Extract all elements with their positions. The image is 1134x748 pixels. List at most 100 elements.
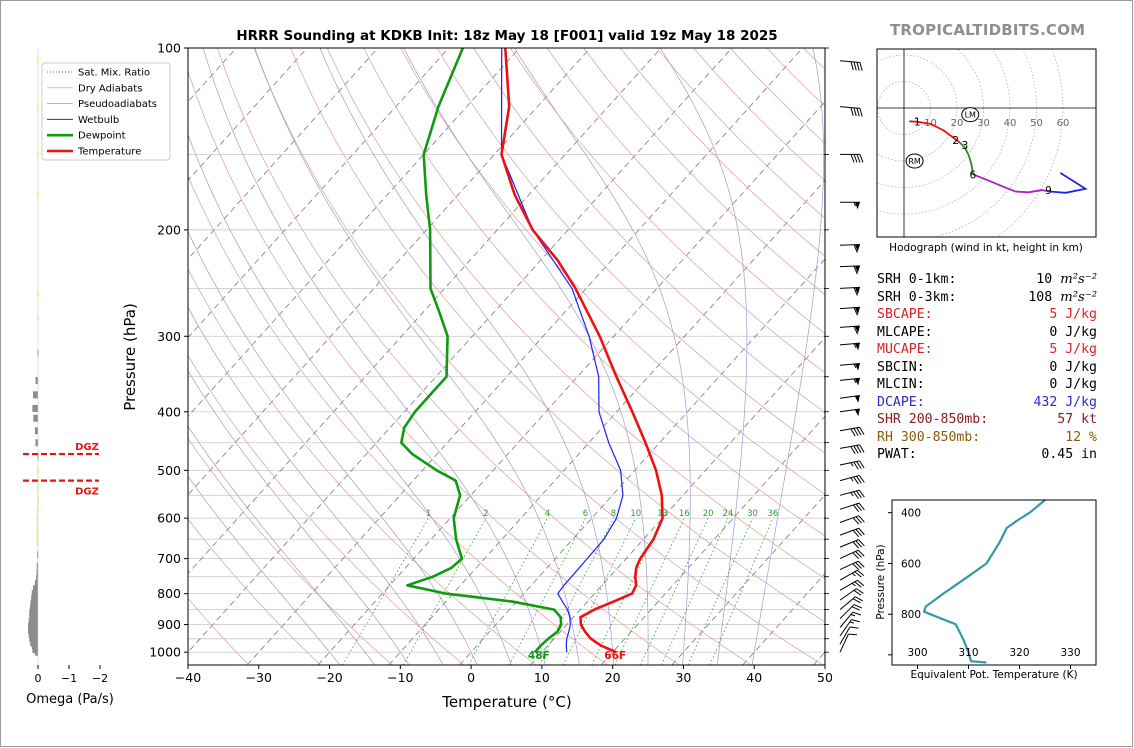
dry-adiabat-line <box>473 48 825 414</box>
barb-half <box>850 492 854 497</box>
param-unit: m²s⁻² <box>1060 289 1097 305</box>
skewt-series: 48F 66F <box>400 48 664 662</box>
legend-label: Wetbulb <box>78 115 119 126</box>
mixing-ratio-label: 16 <box>679 509 690 519</box>
param-value: 10 <box>1036 272 1053 287</box>
barb-flag <box>852 598 861 604</box>
barb-half <box>853 378 857 383</box>
barb-flag <box>856 427 862 436</box>
legend-label: Sat. Mix. Ratio <box>78 68 150 79</box>
wind-barb <box>839 569 865 581</box>
barb-staff <box>839 244 861 246</box>
barb-flag <box>852 517 860 525</box>
mixing-ratio-line <box>342 517 429 665</box>
barb-staff <box>839 515 859 523</box>
barb-flag <box>856 490 862 499</box>
barb-flag <box>856 154 861 163</box>
wind-barb <box>839 604 863 620</box>
dry-adiabat-line <box>188 70 680 665</box>
dry-adiabat-line <box>188 175 608 665</box>
legend-label: Dry Adiabats <box>78 83 142 94</box>
y-tick-label: 300 <box>157 329 181 344</box>
storm-motion-label: RM <box>908 157 921 166</box>
mixing-ratio-line <box>614 518 685 665</box>
series-dewpoint-line <box>400 48 563 654</box>
barb-pennant <box>854 395 860 403</box>
pseudoadiabat-line <box>254 48 580 665</box>
barb-flag <box>852 529 860 538</box>
barb-staff <box>839 579 858 591</box>
wind-barb <box>840 201 860 210</box>
barb-flag <box>858 502 865 511</box>
hodograph-ring-label: 40 <box>1004 118 1017 129</box>
mixing-ratio-line <box>562 518 637 665</box>
dry-adiabat-line <box>188 518 321 665</box>
barb-flag <box>856 445 862 454</box>
isotherm-line <box>530 337 825 665</box>
barb-flag <box>848 633 858 636</box>
dry-adiabat-line <box>400 48 825 495</box>
omega-xlabel: Omega (Pa/s) <box>26 692 114 707</box>
sounding-parameters: SRH 0-1km: 10 m²s⁻² SRH 0-3km: 108 m²s⁻² SBCAP… <box>877 271 1097 464</box>
skewt-ylabel: Pressure (hPa) <box>121 303 139 411</box>
omega-bar <box>31 595 38 603</box>
param-value: 0 J/kg <box>1049 377 1097 392</box>
theta-e-line <box>923 499 1046 664</box>
barb-staff <box>839 489 860 496</box>
param-row: MUCAPE: 5 J/kg <box>877 341 1097 359</box>
omega-panel: 0 −1 −2 DGZ DGZ <box>23 48 108 685</box>
barb-pennant <box>854 265 860 273</box>
omega-bar <box>37 551 39 559</box>
barb-staff <box>839 426 860 432</box>
barb-staff <box>839 342 860 346</box>
param-label: MLCIN: <box>877 377 925 392</box>
barb-flag <box>851 606 861 611</box>
theta-e-x-tick-label: 310 <box>958 647 978 659</box>
barb-flag <box>853 476 859 485</box>
barb-staff <box>839 474 860 482</box>
y-tick-label: 500 <box>157 463 181 478</box>
omega-bar <box>29 635 38 643</box>
hodograph-border <box>876 48 1097 238</box>
param-label: SRH 0-3km: <box>877 289 957 305</box>
wind-barb <box>839 408 860 417</box>
dry-adiabat-line <box>188 268 537 665</box>
omega-bar <box>30 599 38 607</box>
surface-dewpoint-label: 48F <box>528 650 550 662</box>
barb-flag <box>859 460 865 469</box>
param-row: PWAT: 0.45 in <box>877 446 1097 464</box>
barb-pennant <box>854 307 860 315</box>
barb-staff <box>839 549 859 560</box>
barb-flag <box>857 569 865 577</box>
omega-bar <box>36 523 38 531</box>
wind-barb <box>839 106 863 117</box>
y-tick-label: 200 <box>157 222 181 237</box>
barb-flag <box>855 503 862 512</box>
omega-bar <box>33 391 38 399</box>
barb-flag <box>850 107 854 116</box>
omega-bar <box>32 404 38 412</box>
brand-watermark: TROPICALTIDBITS.COM <box>890 21 1086 39</box>
x-tick-label: 0 <box>467 670 475 685</box>
wind-barb <box>839 515 865 525</box>
isotherm-line <box>246 48 803 665</box>
barb-staff <box>839 106 860 109</box>
dgz-label: DGZ <box>75 442 99 453</box>
omega-bar <box>35 439 38 447</box>
omega-tick-label: 0 <box>35 672 42 685</box>
series-temperature-line <box>500 48 664 654</box>
hodograph-ring-label: 60 <box>1057 118 1070 129</box>
skewt-title: HRRR Sounding at KDKB Init: 18z May 18 [… <box>236 28 777 44</box>
barb-half <box>850 462 854 467</box>
mixing-ratio-line <box>661 518 729 665</box>
mixing-ratio-label: 24 <box>723 509 734 519</box>
wind-barb <box>839 377 860 386</box>
param-value-group: 108 m²s⁻² <box>1028 289 1097 307</box>
barb-pennant <box>854 326 860 334</box>
wind-barb <box>839 444 865 455</box>
barb-staff <box>839 611 854 628</box>
y-tick-label: 600 <box>157 511 181 526</box>
hodograph-height-label: 1 <box>914 116 921 128</box>
mixing-ratio-label: 8 <box>611 509 616 519</box>
barb-flag <box>853 604 863 609</box>
